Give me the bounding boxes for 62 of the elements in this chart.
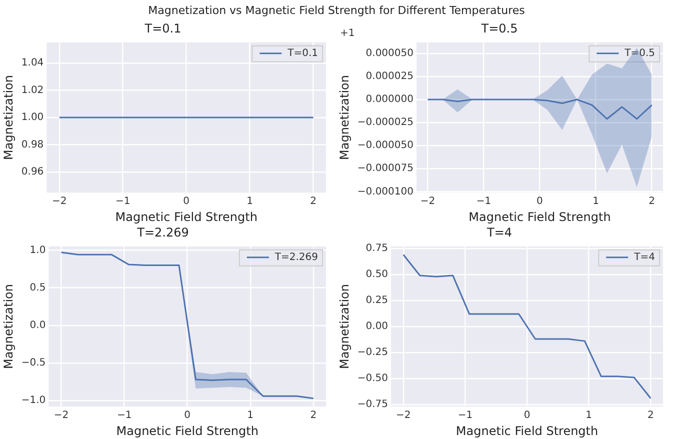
y-tick-label: 0.96 <box>21 166 44 178</box>
legend-label: T=4 <box>633 252 656 263</box>
chart-title: T=2.269 <box>136 225 189 240</box>
chart-title: T=4 <box>486 225 512 240</box>
y-tick-label: −0.000100 <box>357 186 414 198</box>
y-tick-label: 1.00 <box>21 112 44 124</box>
chart-title: T=0.1 <box>144 21 182 36</box>
x-tick-label: −1 <box>116 410 132 422</box>
y-tick-label: −0.000050 <box>357 140 414 152</box>
y-tick-label: 0.5 <box>30 282 46 294</box>
y-tick-label: −0.000075 <box>357 163 414 174</box>
x-tick-label: 0 <box>183 196 190 208</box>
y-tick-label: −0.25 <box>357 347 388 358</box>
text: Magnetization vs Magnetic Field Strength for Different Temperatures <box>147 4 526 17</box>
x-axis-title: Magnetic Field Strength <box>115 210 258 224</box>
y-tick-label: 1.02 <box>21 84 44 96</box>
y-tick-label: −1.0 <box>21 395 46 406</box>
y-tick-label: 0.000050 <box>366 48 414 60</box>
x-tick-label: 2 <box>648 196 655 208</box>
y-tick-label: −0.5 <box>21 358 46 369</box>
y-tick-label: 0.000000 <box>366 94 414 106</box>
x-tick-label: −2 <box>420 196 436 208</box>
y-tick-label: −0.50 <box>357 373 388 384</box>
x-tick-label: 0 <box>524 410 530 422</box>
legend-label: T=2.269 <box>274 252 318 263</box>
y-tick-label: 0.75 <box>366 243 388 254</box>
x-tick-label: 1 <box>586 410 592 422</box>
x-tick-label: 0 <box>536 196 543 208</box>
y-tick-label: 0.98 <box>21 139 44 150</box>
x-tick-label: 1 <box>592 196 599 208</box>
y-tick-label: 0.25 <box>366 295 388 306</box>
y-tick-label: 1.0 <box>30 244 46 256</box>
y-axis-title: Magnetization <box>337 75 352 160</box>
y-axis-title: Magnetization <box>1 284 16 369</box>
x-tick-label: 2 <box>310 196 316 208</box>
x-tick-label: 2 <box>310 410 317 422</box>
x-axis-title: Magnetic Field Strength <box>456 424 598 438</box>
x-tick-label: −2 <box>54 410 69 422</box>
x-axis-title: Magnetic Field Strength <box>468 210 611 224</box>
y-tick-label: 1.04 <box>21 57 44 68</box>
y-tick-label: −0.75 <box>357 399 388 410</box>
text: +1 <box>340 28 355 39</box>
x-tick-label: −2 <box>52 196 67 208</box>
x-tick-label: −1 <box>115 196 130 208</box>
x-tick-label: 1 <box>246 196 254 208</box>
x-tick-label: 1 <box>247 410 254 422</box>
chart-title: T=0.5 <box>480 21 518 36</box>
x-tick-label: 2 <box>647 410 654 422</box>
y-tick-label: 0.0 <box>30 320 46 331</box>
x-tick-label: 0 <box>184 410 191 422</box>
legend-label: T=0.5 <box>624 48 655 59</box>
y-tick-label: 0.000025 <box>366 71 414 82</box>
y-axis-title: Magnetization <box>337 284 352 369</box>
x-axis-title: Magnetic Field Strength <box>116 424 258 438</box>
x-tick-label: −2 <box>396 410 411 422</box>
y-tick-label: 0.50 <box>366 269 388 280</box>
y-axis-title: Magnetization <box>1 75 16 160</box>
x-tick-label: −1 <box>476 196 492 208</box>
y-tick-label: 0.00 <box>366 321 388 332</box>
y-tick-label: −0.000025 <box>357 117 414 128</box>
x-tick-label: −1 <box>458 410 473 422</box>
legend-label: T=0.1 <box>286 48 318 59</box>
